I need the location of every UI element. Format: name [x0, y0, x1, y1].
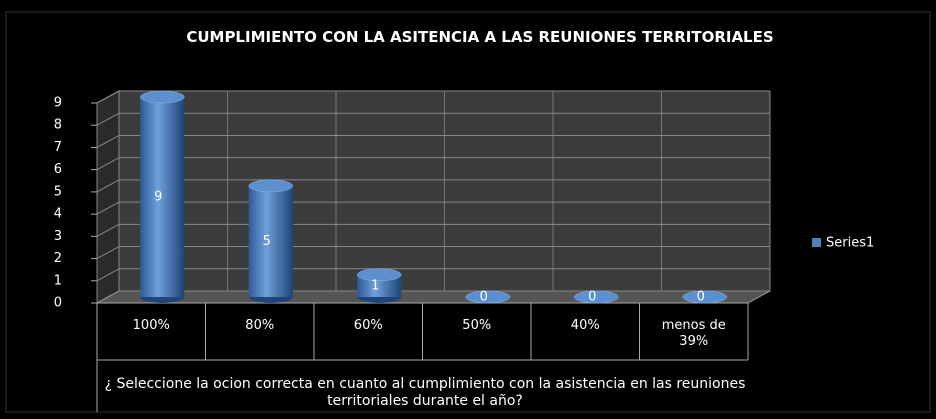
bar [248, 179, 293, 303]
side-grid-line [96, 290, 120, 304]
x-tick-label: 100% [132, 318, 170, 333]
data-label: 5 [263, 234, 271, 249]
bar [357, 268, 402, 303]
chart-border [5, 11, 931, 413]
y-tick-label: 3 [54, 229, 62, 244]
y-tick-label: 8 [54, 118, 62, 133]
bar [465, 290, 510, 304]
bar-top [574, 290, 619, 304]
y-tick-label: 7 [54, 140, 62, 155]
side-grid-line [96, 90, 120, 104]
side-grid-line [96, 135, 120, 148]
x-axis-label: ¿ Seleccione la ocion correcta en cuanto… [104, 376, 746, 409]
x-tick-label: 50% [462, 318, 492, 333]
y-tick-label: 5 [54, 184, 62, 199]
data-label: 9 [154, 190, 162, 205]
legend-swatch [812, 238, 821, 247]
y-tick-label: 4 [54, 207, 62, 222]
bar-body [248, 185, 293, 297]
side-grid-line [96, 157, 120, 171]
y-tick-label: 6 [54, 162, 62, 177]
side-grid-line [96, 201, 120, 215]
y-tick-label: 2 [54, 251, 62, 266]
x-tick-label: 60% [353, 318, 383, 333]
data-label: 0 [588, 290, 596, 305]
y-tick-label: 0 [54, 296, 62, 311]
y-tick-label: 1 [54, 273, 62, 288]
bar-body [140, 97, 185, 297]
bar-top [248, 179, 293, 193]
bar [682, 290, 727, 304]
legend-label: Series1 [826, 236, 874, 251]
side-grid-line [96, 179, 120, 193]
side-grid-line [96, 268, 120, 282]
floor [96, 290, 771, 304]
data-label: 0 [697, 290, 705, 305]
y-tick-label: 9 [54, 96, 62, 111]
side-wall [96, 90, 120, 304]
data-label: 1 [371, 278, 379, 293]
side-grid-line [96, 246, 120, 259]
bar [140, 90, 185, 303]
bar-top [140, 90, 185, 104]
x-tick-label: menos de 39% [661, 318, 726, 349]
x-tick-label: 80% [245, 318, 275, 333]
bar [574, 290, 619, 304]
bar-top [465, 290, 510, 304]
bar-body [357, 274, 402, 297]
data-label: 0 [480, 290, 488, 305]
chart-title: CUMPLIMIENTO CON LA ASITENCIA A LAS REUN… [186, 28, 774, 46]
bar-top [357, 268, 402, 282]
side-grid-line [96, 112, 120, 126]
side-grid-line [96, 223, 120, 237]
x-tick-label: 40% [570, 318, 600, 333]
bar-top [682, 290, 727, 304]
